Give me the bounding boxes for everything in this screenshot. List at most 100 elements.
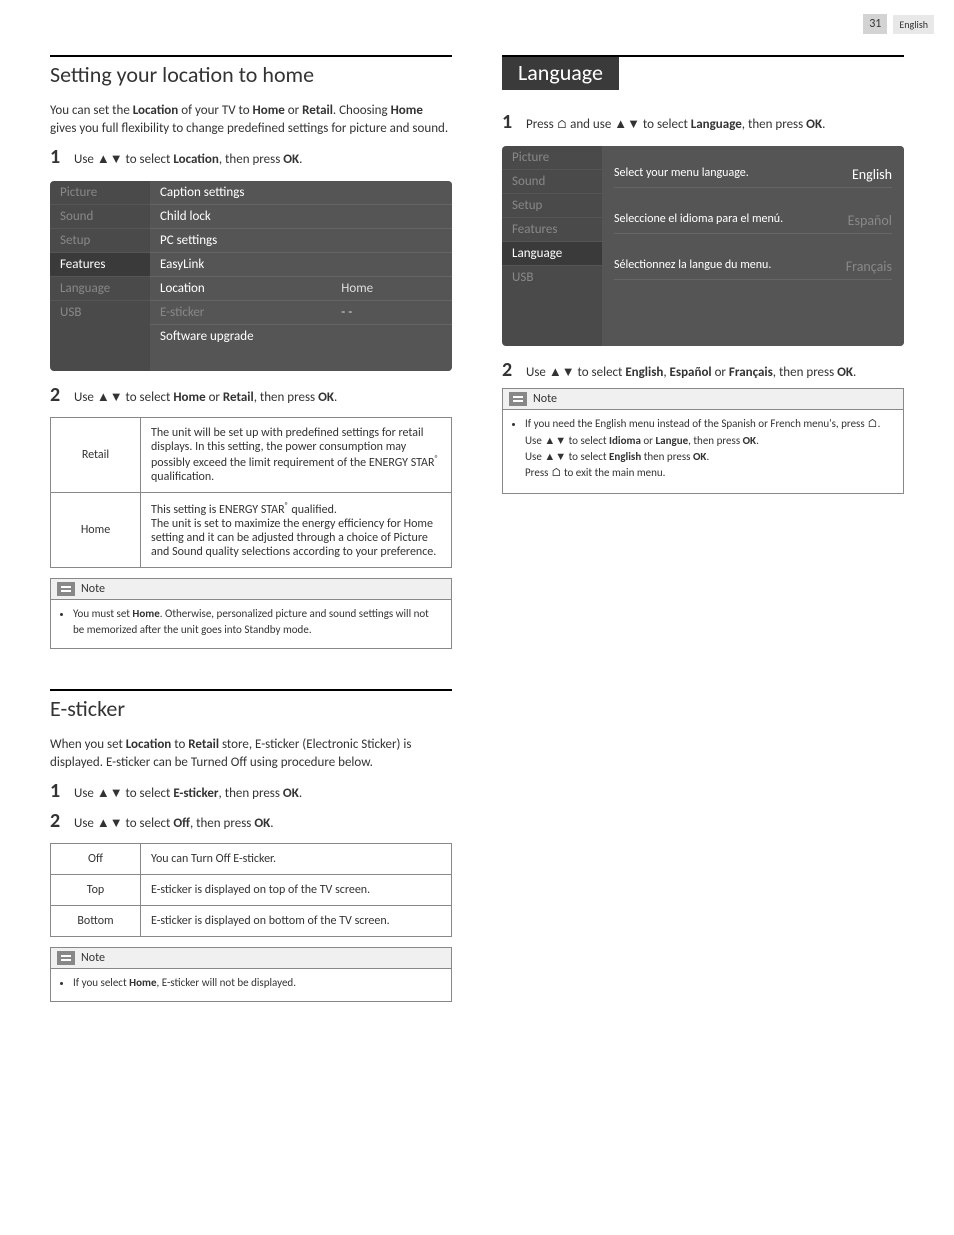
esticker-step-2: 2 Use ▲▼ to select Off, then press OK.: [50, 809, 452, 833]
lang-value: English: [852, 166, 892, 183]
menu-sidebar-item[interactable]: Features: [50, 252, 150, 276]
menu-sidebar-item[interactable]: Setup: [502, 193, 602, 217]
menu-sidebar-item[interactable]: Setup: [50, 228, 150, 252]
left-column: Setting your location to home You can se…: [50, 55, 452, 1002]
option-name: Top: [51, 875, 141, 906]
menu-row[interactable]: E-sticker- -: [150, 300, 452, 324]
language-option[interactable]: Select your menu language. English: [614, 166, 892, 188]
section-title-location: Setting your location to home: [50, 55, 452, 88]
step-number: 1: [50, 145, 62, 169]
option-desc: E-sticker is displayed on bottom of the …: [141, 906, 452, 937]
option-row: OffYou can Turn Off E-sticker.: [51, 844, 452, 875]
location-options-table: RetailThe unit will be set up with prede…: [50, 417, 452, 568]
option-row: HomeThis setting is ENERGY STAR® qualifi…: [51, 493, 452, 568]
option-row: TopE-sticker is displayed on top of the …: [51, 875, 452, 906]
option-name: Off: [51, 844, 141, 875]
lang-value: Français: [846, 258, 892, 275]
option-name: Home: [51, 493, 141, 568]
note-text: If you select Home, E-sticker will not b…: [73, 975, 441, 991]
step-text: Press ⌂ and use ▲▼ to select Language, t…: [526, 116, 904, 132]
right-column: Language 1 Press ⌂ and use ▲▼ to select …: [502, 55, 904, 1002]
option-desc: This setting is ENERGY STAR® qualified.T…: [141, 493, 452, 568]
step-text: Use ▲▼ to select Off, then press OK.: [74, 815, 452, 831]
menu-value: Home: [341, 281, 442, 296]
language-option[interactable]: Seleccione el idioma para el menú. Españo…: [614, 212, 892, 234]
step-number: 2: [50, 809, 62, 833]
menu-value: [341, 185, 442, 200]
menu-sidebar-item[interactable]: USB: [50, 300, 150, 324]
note-title: Note: [81, 582, 105, 596]
menu-value: [341, 209, 442, 224]
step-number: 2: [50, 383, 62, 407]
menu-sidebar-item[interactable]: Language: [502, 241, 602, 265]
menu-value: - -: [341, 305, 442, 320]
features-menu: PictureSoundSetupFeaturesLanguageUSB Cap…: [50, 181, 452, 371]
option-desc: The unit will be set up with predefined …: [141, 418, 452, 493]
note-title: Note: [533, 392, 557, 406]
esticker-note: Note If you select Home, E-sticker will …: [50, 947, 452, 1002]
menu-value: [341, 257, 442, 272]
lang-value: Español: [848, 212, 892, 229]
note-icon: [57, 951, 75, 965]
step-text: Use ▲▼ to select Location, then press OK…: [74, 151, 452, 167]
menu-label: PC settings: [160, 233, 341, 248]
menu-row[interactable]: PC settings: [150, 228, 452, 252]
esticker-intro: When you set Location to Retail store, E…: [50, 736, 452, 771]
option-row: BottomE-sticker is displayed on bottom o…: [51, 906, 452, 937]
section-title-language: Language: [502, 57, 619, 90]
option-name: Retail: [51, 418, 141, 493]
menu-sidebar-item[interactable]: Picture: [502, 146, 602, 169]
location-note: Note You must set Home. Otherwise, perso…: [50, 578, 452, 649]
menu-value: [341, 233, 442, 248]
language-step-2: 2 Use ▲▼ to select English, Español or F…: [502, 358, 904, 382]
option-name: Bottom: [51, 906, 141, 937]
step-text: Use ▲▼ to select Home or Retail, then pr…: [74, 389, 452, 405]
menu-row[interactable]: EasyLink: [150, 252, 452, 276]
menu-sidebar-item[interactable]: Sound: [50, 204, 150, 228]
lang-main: Select your menu language. English Selecci…: [602, 146, 904, 346]
menu-label: E-sticker: [160, 305, 341, 320]
page-language: English: [893, 15, 934, 34]
menu-row[interactable]: Caption settings: [150, 181, 452, 204]
menu-main: Caption settings Child lock PC settings Eas…: [150, 181, 452, 371]
menu-sidebar: PictureSoundSetupFeaturesLanguageUSB: [502, 146, 602, 346]
menu-row[interactable]: Child lock: [150, 204, 452, 228]
menu-row[interactable]: LocationHome: [150, 276, 452, 300]
esticker-step-1: 1 Use ▲▼ to select E-sticker, then press…: [50, 779, 452, 803]
menu-label: Child lock: [160, 209, 341, 224]
step-number: 1: [50, 779, 62, 803]
language-menu: PictureSoundSetupFeaturesLanguageUSB Sel…: [502, 146, 904, 346]
location-intro: You can set the Location of your TV to H…: [50, 102, 452, 137]
page-number: 31: [863, 14, 887, 34]
language-option[interactable]: Sélectionnez la langue du menu. Français: [614, 258, 892, 280]
location-step-1: 1 Use ▲▼ to select Location, then press …: [50, 145, 452, 169]
language-note: Note If you need the English menu instea…: [502, 388, 904, 494]
note-text: You must set Home. Otherwise, personaliz…: [73, 606, 441, 638]
step-text: Use ▲▼ to select E-sticker, then press O…: [74, 785, 452, 801]
note-text: If you need the English menu instead of …: [525, 416, 893, 483]
note-title: Note: [81, 951, 105, 965]
menu-sidebar-item[interactable]: Language: [50, 276, 150, 300]
menu-label: Location: [160, 281, 341, 296]
menu-sidebar-item[interactable]: USB: [502, 265, 602, 289]
menu-row[interactable]: Software upgrade: [150, 324, 452, 348]
step-text: Use ▲▼ to select English, Español or Fra…: [526, 364, 904, 380]
step-number: 2: [502, 358, 514, 382]
page-header: 31 English: [863, 14, 934, 34]
menu-sidebar-item[interactable]: Features: [502, 217, 602, 241]
menu-value: [341, 329, 442, 344]
note-icon: [57, 582, 75, 596]
location-step-2: 2 Use ▲▼ to select Home or Retail, then …: [50, 383, 452, 407]
note-icon: [509, 392, 527, 406]
menu-sidebar-item[interactable]: Picture: [50, 181, 150, 204]
step-number: 1: [502, 110, 514, 134]
option-row: RetailThe unit will be set up with prede…: [51, 418, 452, 493]
language-step-1: 1 Press ⌂ and use ▲▼ to select Language,…: [502, 110, 904, 134]
menu-sidebar-item[interactable]: Sound: [502, 169, 602, 193]
lang-label: Seleccione el idioma para el menú.: [614, 212, 783, 229]
lang-label: Sélectionnez la langue du menu.: [614, 258, 771, 275]
lang-label: Select your menu language.: [614, 166, 749, 183]
menu-label: EasyLink: [160, 257, 341, 272]
option-desc: You can Turn Off E-sticker.: [141, 844, 452, 875]
menu-sidebar: PictureSoundSetupFeaturesLanguageUSB: [50, 181, 150, 371]
